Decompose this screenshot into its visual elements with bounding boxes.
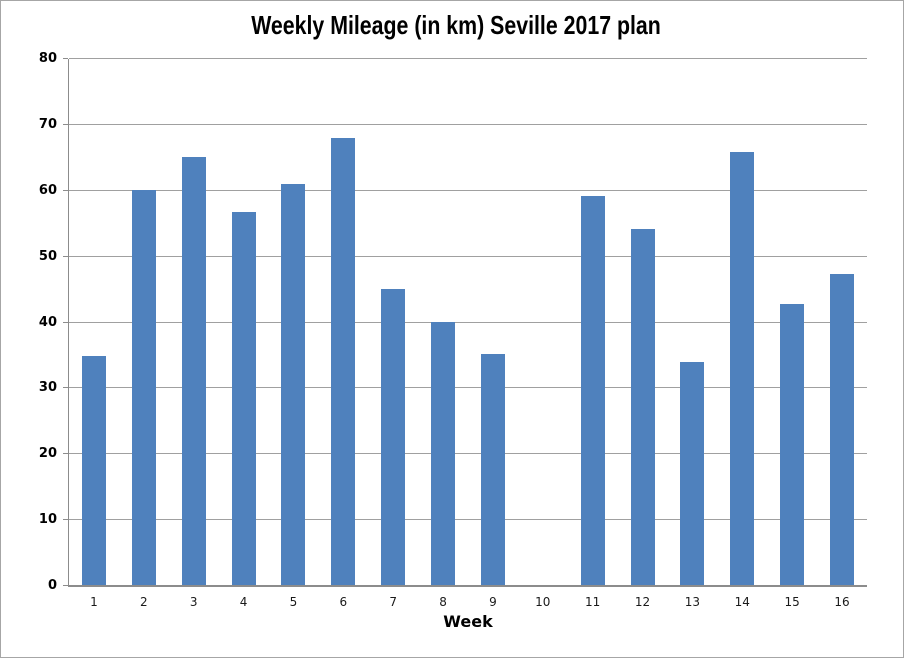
x-axis-title: Week <box>443 612 493 631</box>
x-tick-label-5: 5 <box>289 595 298 609</box>
x-tick-label-15: 15 <box>784 595 800 609</box>
bar-week-12 <box>630 229 655 585</box>
x-tick-label-4: 4 <box>239 595 248 609</box>
x-tick-label-1: 1 <box>90 595 98 609</box>
y-tick-mark-70 <box>63 123 68 125</box>
bar-week-8 <box>431 321 456 585</box>
x-tick-label-8: 8 <box>439 595 447 609</box>
y-tick-label-70: 70 <box>38 116 57 132</box>
bar-week-1 <box>81 355 106 585</box>
x-tick-label-9: 9 <box>489 595 497 609</box>
bar-week-5 <box>281 184 306 585</box>
x-tick-label-13: 13 <box>684 595 701 609</box>
x-tick-label-3: 3 <box>189 595 198 609</box>
y-tick-label-20: 20 <box>38 446 57 462</box>
plot-area <box>68 58 867 587</box>
bar-week-13 <box>680 362 705 585</box>
y-tick-label-50: 50 <box>38 248 57 264</box>
y-tick-label-80: 80 <box>38 51 57 66</box>
y-tick-label-30: 30 <box>38 380 57 396</box>
bar-week-16 <box>830 274 855 585</box>
y-tick-label-40: 40 <box>38 314 57 330</box>
y-tick-mark-20 <box>63 453 68 455</box>
y-tick-label-10: 10 <box>38 512 57 528</box>
y-tick-mark-80 <box>63 58 68 59</box>
bar-week-4 <box>231 211 256 585</box>
y-tick-mark-10 <box>63 519 68 521</box>
bar-week-3 <box>181 156 206 585</box>
y-tick-label-60: 60 <box>38 182 57 198</box>
x-tick-label-11: 11 <box>585 595 601 609</box>
x-tick-label-6: 6 <box>339 595 348 609</box>
bar-week-15 <box>780 303 805 585</box>
x-tick-label-16: 16 <box>834 595 850 609</box>
gridline-80 <box>69 58 867 59</box>
bar-week-6 <box>331 138 356 585</box>
y-tick-mark-50 <box>63 255 68 257</box>
gridline-50 <box>69 255 867 257</box>
gridline-10 <box>69 519 867 521</box>
x-axis-line <box>68 585 867 587</box>
y-tick-label-0: 0 <box>47 578 57 593</box>
gridline-30 <box>69 387 867 389</box>
y-tick-mark-0 <box>63 585 68 586</box>
bar-week-11 <box>580 196 605 585</box>
bar-week-14 <box>730 152 755 585</box>
bar-week-2 <box>131 189 156 585</box>
gridline-40 <box>69 321 867 323</box>
y-tick-mark-60 <box>63 189 68 191</box>
x-tick-label-10: 10 <box>535 595 551 609</box>
bar-week-9 <box>480 353 505 585</box>
y-tick-mark-30 <box>63 387 68 389</box>
y-axis-line <box>68 59 69 586</box>
x-tick-label-14: 14 <box>734 595 750 609</box>
x-tick-label-7: 7 <box>389 595 397 609</box>
x-tick-label-2: 2 <box>139 595 148 609</box>
x-tick-label-12: 12 <box>634 595 651 609</box>
gridline-70 <box>69 123 867 125</box>
chart-title: Weekly Mileage (in km) Seville 2017 plan <box>251 10 661 40</box>
y-tick-mark-40 <box>63 321 68 323</box>
gridline-60 <box>69 189 867 191</box>
gridline-20 <box>69 453 867 455</box>
bar-week-7 <box>381 288 406 585</box>
